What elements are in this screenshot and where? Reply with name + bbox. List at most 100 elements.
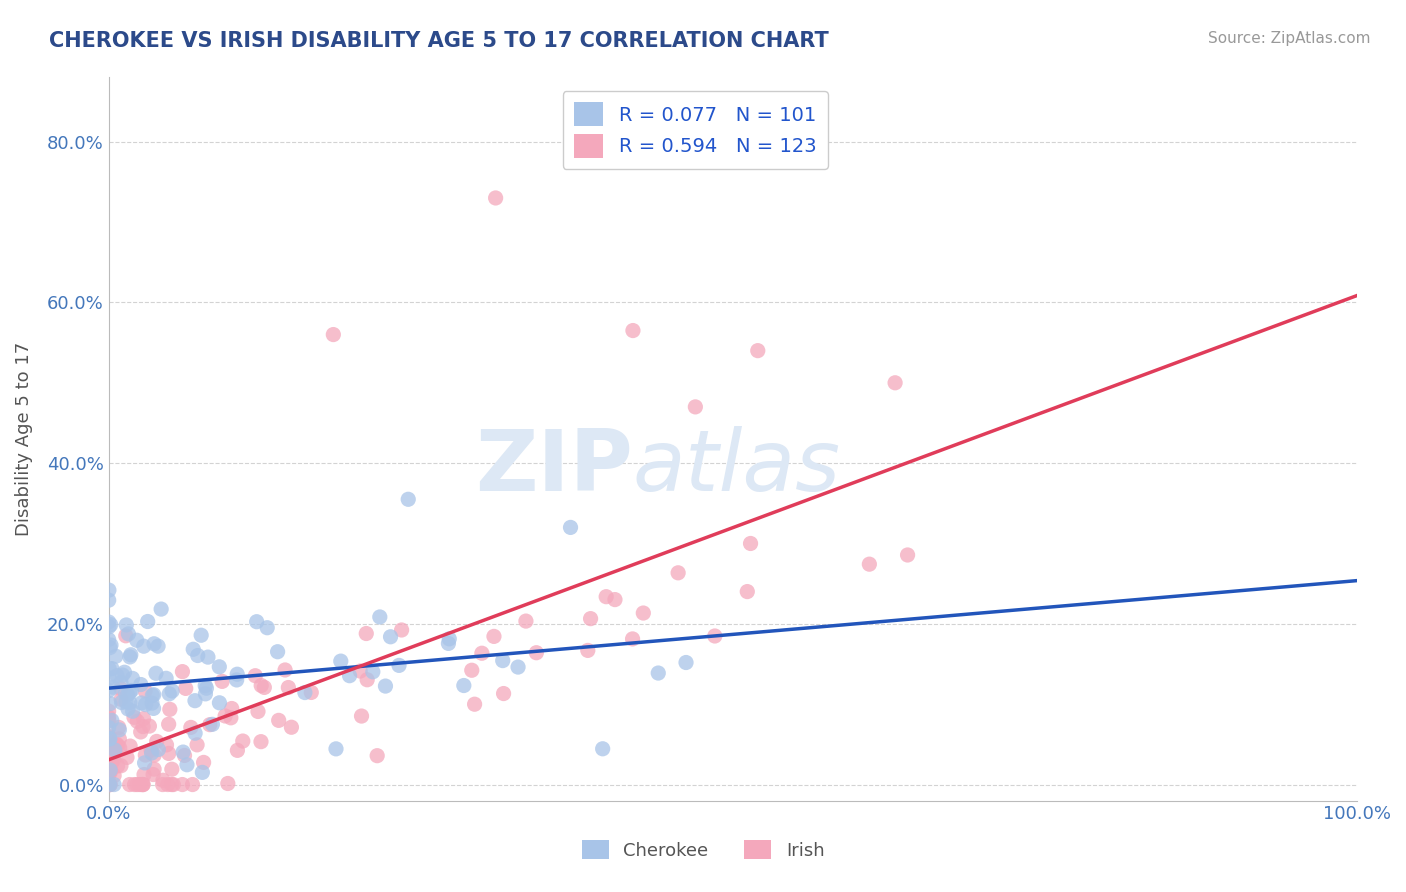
Point — [107, 720, 129, 734]
Point — [246, 615, 269, 629]
Point — [595, 590, 617, 604]
Point — [108, 731, 131, 746]
Point — [191, 765, 214, 780]
Point — [117, 702, 139, 716]
Point — [366, 748, 388, 763]
Point — [105, 668, 128, 682]
Point — [506, 660, 529, 674]
Point — [217, 776, 239, 790]
Point — [134, 684, 156, 698]
Point — [142, 688, 165, 702]
Point — [391, 623, 413, 637]
Point — [159, 702, 181, 716]
Point — [136, 615, 159, 629]
Point — [380, 630, 402, 644]
Point — [97, 615, 120, 629]
Point — [124, 778, 146, 792]
Point — [453, 679, 475, 693]
Point — [103, 753, 125, 767]
Point — [101, 714, 124, 728]
Point — [98, 747, 121, 761]
Point — [132, 639, 155, 653]
Point — [152, 778, 174, 792]
Point — [114, 665, 136, 680]
Point — [132, 778, 155, 792]
Point — [129, 677, 152, 691]
Point — [97, 731, 120, 745]
Point — [368, 610, 391, 624]
Point — [114, 629, 136, 643]
Point — [160, 762, 183, 776]
Point — [666, 566, 689, 580]
Point — [214, 709, 236, 723]
Point — [132, 778, 155, 792]
Point — [256, 621, 278, 635]
Point — [134, 747, 156, 762]
Point — [143, 762, 166, 776]
Point — [110, 681, 132, 696]
Text: Source: ZipAtlas.com: Source: ZipAtlas.com — [1208, 31, 1371, 46]
Point — [98, 778, 121, 792]
Point — [98, 731, 121, 746]
Point — [143, 748, 166, 763]
Point — [150, 602, 173, 616]
Point — [174, 681, 197, 696]
Point — [110, 675, 132, 690]
Point — [461, 663, 484, 677]
Point — [145, 666, 167, 681]
Point — [515, 614, 537, 628]
Point — [181, 642, 204, 657]
Point — [97, 740, 120, 755]
Point — [194, 679, 217, 693]
Point — [118, 649, 141, 664]
Point — [181, 778, 204, 792]
Point — [250, 734, 273, 748]
Point — [492, 654, 515, 668]
Point — [162, 778, 184, 792]
Point — [735, 584, 758, 599]
Point — [172, 745, 194, 759]
Point — [160, 778, 183, 792]
Point — [155, 671, 177, 685]
Point — [322, 327, 344, 342]
Point — [388, 658, 411, 673]
Point — [100, 756, 122, 771]
Point — [97, 704, 120, 718]
Point — [197, 650, 219, 665]
Point — [485, 191, 508, 205]
Legend: Cherokee, Irish: Cherokee, Irish — [574, 833, 832, 867]
Point — [621, 632, 644, 646]
Point — [221, 701, 243, 715]
Point — [647, 666, 669, 681]
Point — [884, 376, 907, 390]
Point — [98, 778, 121, 792]
Point — [98, 731, 121, 746]
Point — [139, 743, 162, 757]
Point — [107, 759, 129, 773]
Point — [201, 717, 224, 731]
Point — [266, 645, 288, 659]
Point — [280, 720, 302, 734]
Point — [105, 737, 128, 751]
Point — [129, 778, 152, 792]
Point — [186, 738, 208, 752]
Point — [129, 725, 152, 739]
Point — [127, 778, 149, 792]
Point — [246, 705, 269, 719]
Point — [157, 717, 180, 731]
Point — [267, 714, 290, 728]
Point — [98, 730, 121, 744]
Point — [138, 719, 160, 733]
Point — [374, 679, 396, 693]
Point — [152, 773, 174, 788]
Point — [157, 747, 180, 761]
Point — [356, 673, 378, 687]
Point — [141, 689, 163, 703]
Point — [118, 778, 141, 792]
Point — [98, 640, 121, 655]
Point — [245, 669, 267, 683]
Point — [184, 726, 207, 740]
Point — [180, 720, 202, 734]
Point — [120, 648, 142, 662]
Point — [98, 763, 121, 777]
